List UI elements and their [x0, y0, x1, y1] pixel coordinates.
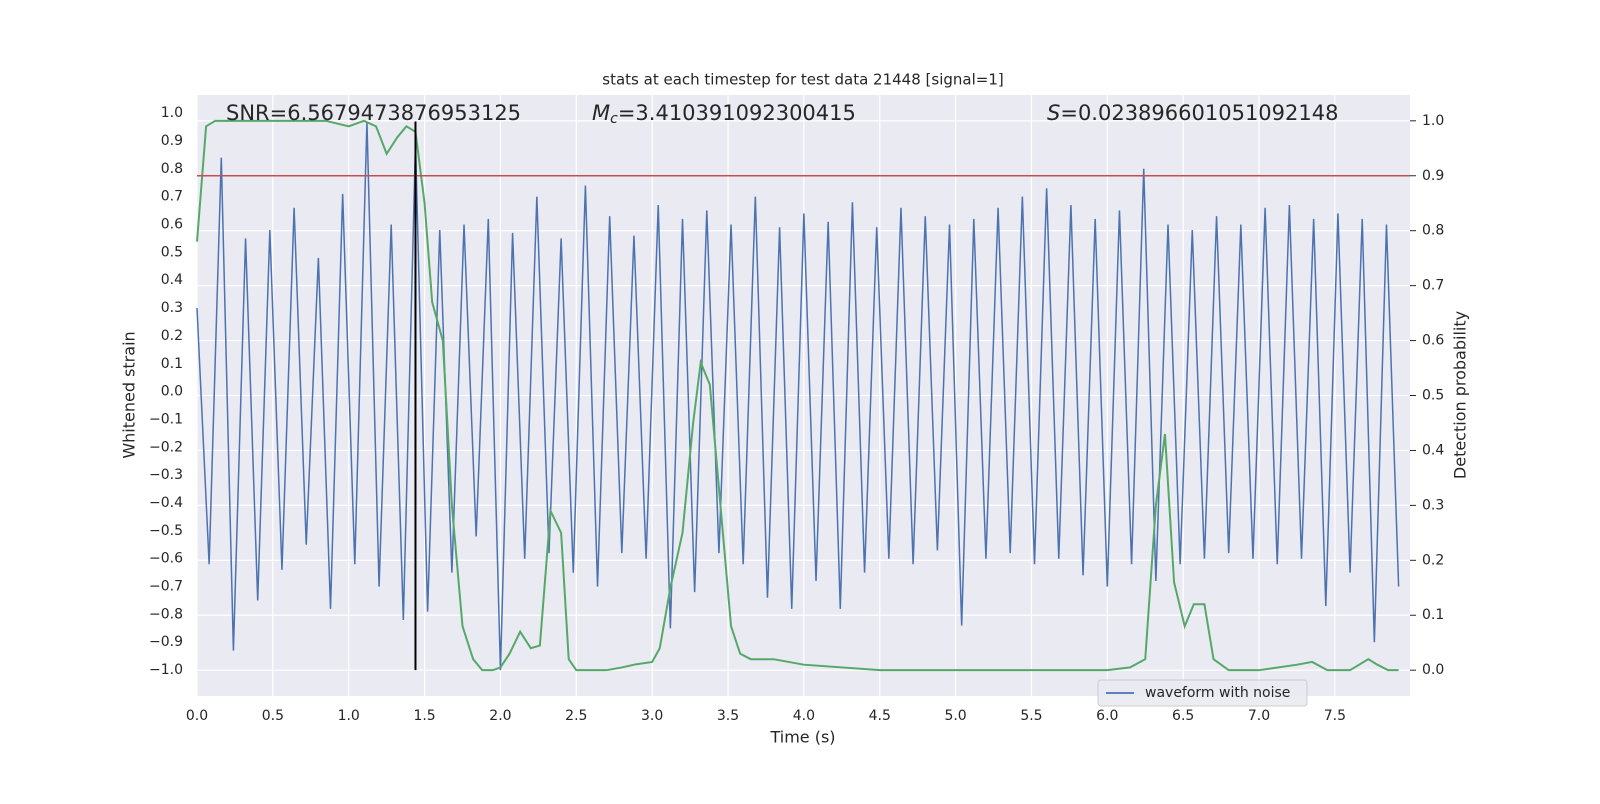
x-tick-label: 7.5: [1324, 708, 1346, 724]
s-symbol: S: [1047, 101, 1060, 125]
y-tick-label: −0.5: [149, 523, 183, 539]
y-tick-label: −0.7: [149, 579, 183, 595]
y-tick-label: −0.8: [149, 606, 183, 622]
y-tick-label: −0.3: [149, 467, 183, 483]
y2-tick-label: 0.3: [1422, 497, 1444, 513]
y-tick-label: 0.4: [161, 272, 183, 288]
x-tick-label: 1.0: [338, 708, 360, 724]
x-tick-label: 2.5: [565, 708, 587, 724]
y-axis-label: Whitened strain: [120, 331, 139, 458]
y-tick-label: 0.7: [161, 189, 183, 205]
y2-tick-label: 0.8: [1422, 223, 1444, 239]
y-tick-label: 0.9: [161, 133, 183, 149]
x-tick-label: 4.0: [793, 708, 815, 724]
mc-annotation: Mc=3.410391092300415: [592, 101, 856, 127]
x-axis-label: Time (s): [769, 728, 835, 747]
y2-tick-label: 0.2: [1422, 552, 1444, 568]
y-tick-label: 0.2: [161, 328, 183, 344]
y-tick-label: −1.0: [149, 662, 183, 678]
y2-axis-label: Detection probability: [1451, 311, 1470, 479]
y2-tick-label: 0.0: [1422, 662, 1444, 678]
series-line: [196, 121, 1400, 671]
legend-label: waveform with noise: [1145, 685, 1290, 701]
legend-box: [1097, 679, 1308, 707]
y2-tick-label: 0.9: [1422, 168, 1444, 184]
y-tick-label: −0.4: [149, 495, 183, 511]
y-tick-label: 0.6: [161, 217, 183, 233]
y2-tick-label: 0.1: [1422, 607, 1444, 623]
y2-tick-label: 0.6: [1422, 333, 1444, 349]
y-tick-label: −0.6: [149, 551, 183, 567]
x-tick-label: 1.5: [413, 708, 435, 724]
x-tick-label: 7.0: [1248, 708, 1270, 724]
y-tick-label: 0.0: [161, 384, 183, 400]
y-tick-label: −0.2: [149, 439, 183, 455]
s-value: =0.023896601051092148: [1060, 101, 1338, 125]
y-tick-label: 1.0: [161, 105, 183, 121]
y-tick-label: −0.1: [149, 411, 183, 427]
chart-title: stats at each timestep for test data 214…: [602, 71, 1003, 89]
x-tick-label: 2.0: [489, 708, 511, 724]
x-tick-label: 0.0: [186, 708, 208, 724]
mc-subscript: c: [610, 111, 618, 127]
y2-tick-label: 0.5: [1422, 388, 1444, 404]
mc-symbol: M: [592, 101, 610, 125]
s-annotation: S=0.023896601051092148: [1047, 101, 1338, 125]
y-tick-label: 0.3: [161, 300, 183, 316]
x-tick-label: 3.0: [641, 708, 663, 724]
x-tick-label: 6.5: [1172, 708, 1194, 724]
x-tick-label: 0.5: [262, 708, 284, 724]
y2-tick-label: 1.0: [1422, 113, 1444, 129]
y-tick-label: 0.5: [161, 244, 183, 260]
series-line: [196, 119, 1399, 672]
x-tick-label: 5.5: [1020, 708, 1042, 724]
mc-value: =3.410391092300415: [618, 101, 856, 125]
x-tick-label: 3.5: [717, 708, 739, 724]
y-tick-label: 0.1: [161, 356, 183, 372]
y2-tick-label: 0.7: [1422, 278, 1444, 294]
x-tick-label: 5.0: [944, 708, 966, 724]
x-tick-label: 6.0: [1096, 708, 1118, 724]
y-tick-label: −0.9: [149, 634, 183, 650]
snr-annotation: SNR=6.5679473876953125: [226, 101, 521, 125]
y-tick-label: 0.8: [161, 161, 183, 177]
y2-tick-label: 0.4: [1422, 442, 1444, 458]
x-tick-label: 4.5: [869, 708, 891, 724]
